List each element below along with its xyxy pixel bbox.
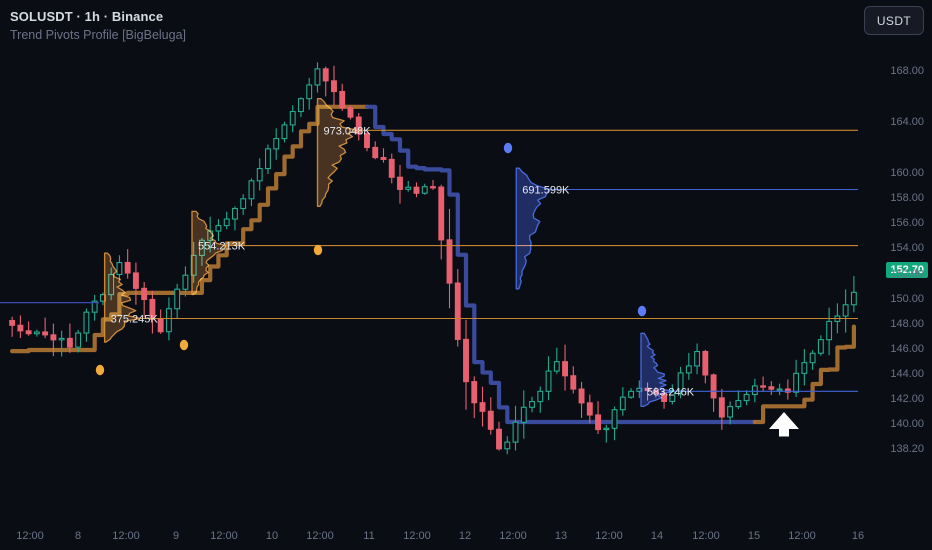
svg-text:691.599K: 691.599K xyxy=(522,185,570,197)
svg-text:554.213K: 554.213K xyxy=(198,241,246,253)
svg-text:375.245K: 375.245K xyxy=(111,314,159,326)
svg-text:583.246K: 583.246K xyxy=(647,386,695,398)
svg-text:973.048K: 973.048K xyxy=(324,125,372,137)
